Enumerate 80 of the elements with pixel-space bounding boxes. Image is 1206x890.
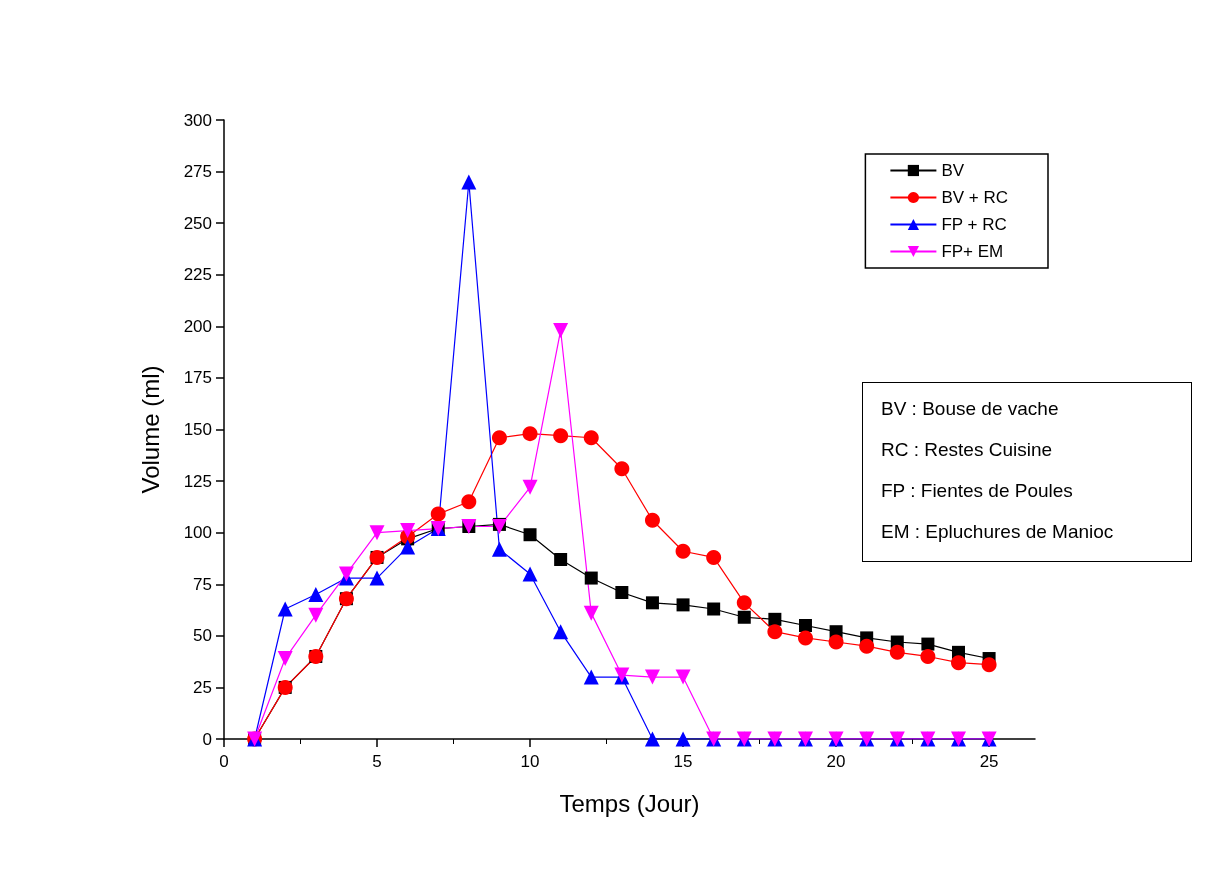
y-tick-label: 200 xyxy=(183,316,212,336)
point xyxy=(553,322,569,338)
point xyxy=(584,571,598,585)
point xyxy=(675,543,691,559)
point xyxy=(675,731,691,747)
x-tick-label: 0 xyxy=(219,752,229,771)
point xyxy=(583,669,599,685)
point xyxy=(767,624,783,640)
point xyxy=(553,428,569,444)
y-tick-label: 25 xyxy=(193,677,212,697)
point xyxy=(308,587,324,603)
point xyxy=(277,651,293,667)
point xyxy=(736,595,752,611)
point xyxy=(921,637,935,651)
legend-label: FP + RC xyxy=(941,215,1007,234)
point xyxy=(981,657,997,673)
point xyxy=(889,644,905,660)
y-tick-label: 250 xyxy=(183,213,212,233)
x-tick-label: 10 xyxy=(520,752,540,771)
point xyxy=(369,570,385,586)
annotation: EM : Epluchures de Manioc xyxy=(881,520,1115,543)
point xyxy=(737,610,751,624)
point xyxy=(554,552,568,566)
y-tick-label: 150 xyxy=(183,420,212,439)
y-tick-label: 275 xyxy=(183,162,212,182)
point xyxy=(675,669,691,685)
y-axis-title: Volume (ml) xyxy=(136,365,164,494)
point xyxy=(522,479,538,495)
point xyxy=(706,549,722,565)
x-tick-label: 25 xyxy=(979,752,999,771)
x-tick-label: 5 xyxy=(372,752,382,771)
legend-label: FP+ EM xyxy=(941,242,1004,261)
y-tick-label: 125 xyxy=(183,471,212,491)
point xyxy=(615,586,629,599)
point xyxy=(614,461,630,477)
y-tick-label: 225 xyxy=(183,265,212,285)
point xyxy=(644,512,660,528)
point xyxy=(522,426,538,442)
point xyxy=(768,612,782,626)
point xyxy=(828,634,844,650)
point xyxy=(523,528,537,542)
y-tick-label: 175 xyxy=(183,368,212,388)
point xyxy=(798,619,812,633)
point xyxy=(583,430,599,446)
annotation: RC : Restes Cuisine xyxy=(881,438,1054,461)
point xyxy=(553,624,569,640)
point xyxy=(522,566,538,582)
point xyxy=(491,430,507,446)
x-tick-label: 15 xyxy=(673,752,693,771)
point xyxy=(430,506,446,522)
point xyxy=(400,539,416,555)
point xyxy=(644,731,660,747)
point xyxy=(338,566,354,582)
point xyxy=(797,630,813,646)
point xyxy=(461,494,477,510)
x-tick-label: 20 xyxy=(826,752,846,771)
point xyxy=(645,596,659,610)
y-tick-label: 300 xyxy=(183,110,212,130)
point xyxy=(369,525,385,541)
y-tick-label: 50 xyxy=(193,626,212,646)
y-tick-label: 75 xyxy=(193,574,212,594)
x-axis-title: Temps (Jour) xyxy=(559,789,700,817)
point xyxy=(676,598,690,612)
annotation: BV : Bouse de vache xyxy=(881,397,1060,420)
point xyxy=(400,523,416,539)
legend-label: BV xyxy=(941,161,965,180)
annotation: FP : Fientes de Poules xyxy=(881,479,1074,502)
point xyxy=(277,601,293,617)
point xyxy=(707,602,721,616)
point xyxy=(951,655,966,671)
point xyxy=(461,174,477,190)
y-tick-label: 0 xyxy=(202,729,212,749)
point xyxy=(859,638,875,654)
point xyxy=(308,607,324,623)
point xyxy=(920,648,936,664)
point xyxy=(491,541,507,557)
point xyxy=(644,669,660,685)
y-tick-label: 100 xyxy=(183,523,212,543)
legend-label: BV + RC xyxy=(941,188,1008,207)
point xyxy=(583,605,599,621)
